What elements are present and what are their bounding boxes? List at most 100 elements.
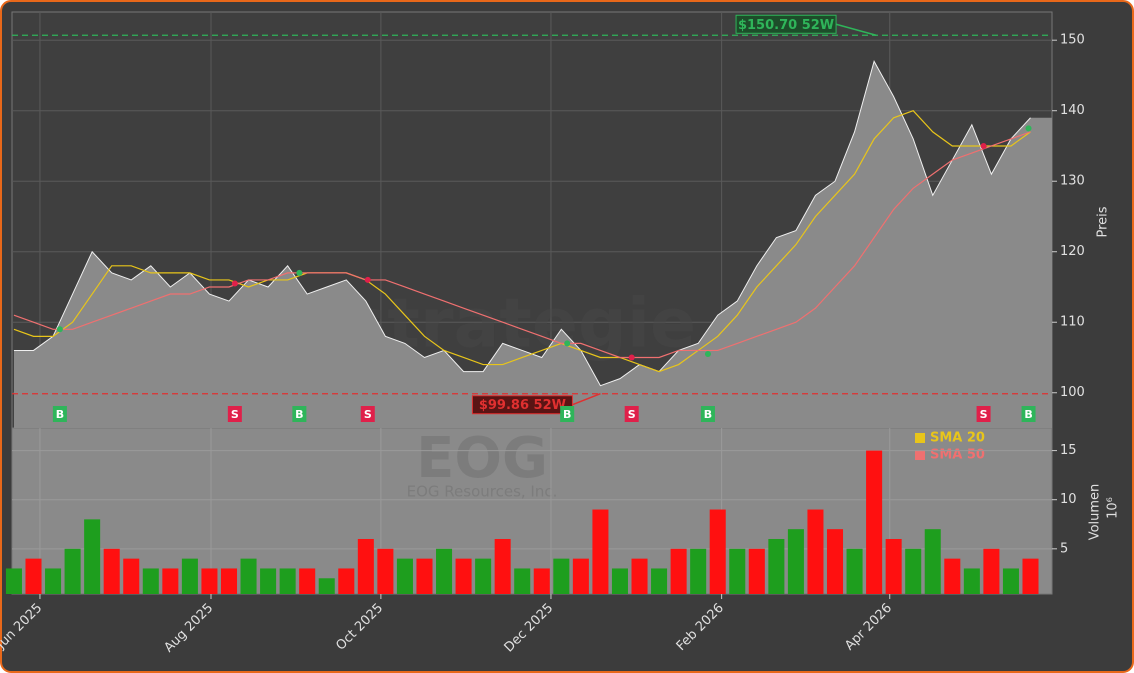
legend-label: SMA 50 (930, 448, 985, 463)
price-line (13, 60, 1031, 387)
volume-bar (631, 558, 648, 594)
signal-badge (976, 406, 991, 422)
sma-line (13, 131, 1031, 359)
signal-label: B (295, 408, 303, 421)
annotation-box (471, 395, 573, 415)
volume-bar (416, 558, 433, 594)
legend-swatch (915, 450, 925, 460)
y-tick-label: 140 (1060, 103, 1085, 118)
y-tick-label: 100 (1060, 385, 1085, 400)
volume-bar (553, 558, 570, 594)
volume-bar (670, 548, 687, 594)
signal-badge (624, 406, 639, 422)
volume-bar (768, 538, 785, 594)
volume-bar (729, 548, 746, 594)
volume-bar (455, 558, 472, 594)
signal-dot (56, 326, 63, 333)
volume-bar (475, 558, 492, 594)
y-tick-label: 15 (1060, 443, 1077, 458)
signal-label: S (628, 408, 636, 421)
price-area (13, 61, 1053, 429)
signal-label: B (563, 408, 571, 421)
signal-dot (628, 354, 635, 361)
volume-bar (885, 538, 902, 594)
y-axis-unit: 10⁶ (1106, 497, 1121, 519)
signal-label: B (704, 408, 712, 421)
signal-label: S (364, 408, 372, 421)
volume-bar (103, 548, 120, 594)
volume-bar (826, 529, 844, 594)
volume-bar (494, 538, 511, 594)
signal-badge (52, 406, 67, 422)
volume-bar (279, 568, 296, 594)
signal-dot (704, 350, 711, 357)
price-layer: 100110120130140150forexstrategie.de$150.… (12, 12, 1111, 463)
signal-dot (980, 142, 987, 149)
volume-bar (533, 568, 550, 594)
signal-dot (564, 340, 571, 347)
volume-bar (651, 568, 668, 594)
volume-bar (690, 548, 707, 594)
signal-dot (1025, 125, 1032, 132)
volume-bar (436, 548, 453, 594)
volume-bar (924, 529, 941, 594)
volume-bar (338, 568, 355, 594)
annotation-arrow (572, 393, 601, 406)
volume-bar (905, 548, 922, 594)
annotation-label: $99.86 52W (479, 398, 566, 413)
volume-bar (123, 558, 140, 594)
signal-badge (292, 406, 307, 422)
signal-badge (700, 406, 715, 422)
volume-bar (357, 538, 374, 594)
signal-label: S (980, 408, 988, 421)
volume-bar (299, 568, 316, 594)
company-name: EOG Resources, Inc. (407, 483, 558, 501)
volume-bar (201, 568, 218, 594)
volume-bar (64, 548, 81, 594)
legend-label: SMA 20 (930, 431, 985, 446)
signal-badge (1021, 406, 1036, 422)
signal-dot (296, 269, 303, 276)
signal-label: B (56, 408, 64, 421)
y-tick-label: 10 (1060, 492, 1077, 507)
volume-bar (514, 568, 531, 594)
volume-bar (572, 558, 589, 594)
volume-bar (963, 568, 980, 594)
volume-bar (709, 509, 726, 594)
signal-badge (560, 406, 575, 422)
signal-badge (360, 406, 375, 422)
y-axis-label: Preis (1096, 206, 1111, 237)
legend-swatch (915, 433, 925, 443)
volume-bar (1002, 568, 1019, 594)
y-tick-label: 150 (1060, 33, 1085, 48)
volume-bar (181, 558, 198, 594)
volume-bar (611, 568, 628, 594)
volume-bar (84, 519, 101, 594)
volume-bar (983, 548, 1000, 594)
volume-bar (396, 558, 413, 594)
signal-label: B (1024, 408, 1032, 421)
volume-bar (1022, 558, 1039, 594)
volume-bar (25, 558, 42, 594)
volume-bar (944, 558, 961, 594)
annotation-box (735, 14, 837, 34)
volume-bar (592, 509, 609, 594)
annotation-arrow (835, 23, 877, 36)
volume-bar (5, 568, 22, 594)
volume-bar (162, 568, 179, 594)
volume-bar (377, 548, 394, 594)
y-tick-label: 120 (1060, 244, 1085, 259)
volume-bar (787, 529, 804, 594)
y-tick-label: 5 (1060, 541, 1068, 556)
y-tick-label: 130 (1060, 174, 1085, 189)
volume-bar (240, 558, 257, 594)
volume-bar (866, 450, 883, 594)
volume-bar (846, 548, 863, 594)
signal-dot (231, 280, 238, 287)
volume-bar (748, 548, 765, 594)
y-tick-label: 110 (1060, 315, 1085, 330)
volume-bar (45, 568, 62, 594)
signal-dot (364, 276, 371, 283)
volume-bar (318, 578, 335, 594)
